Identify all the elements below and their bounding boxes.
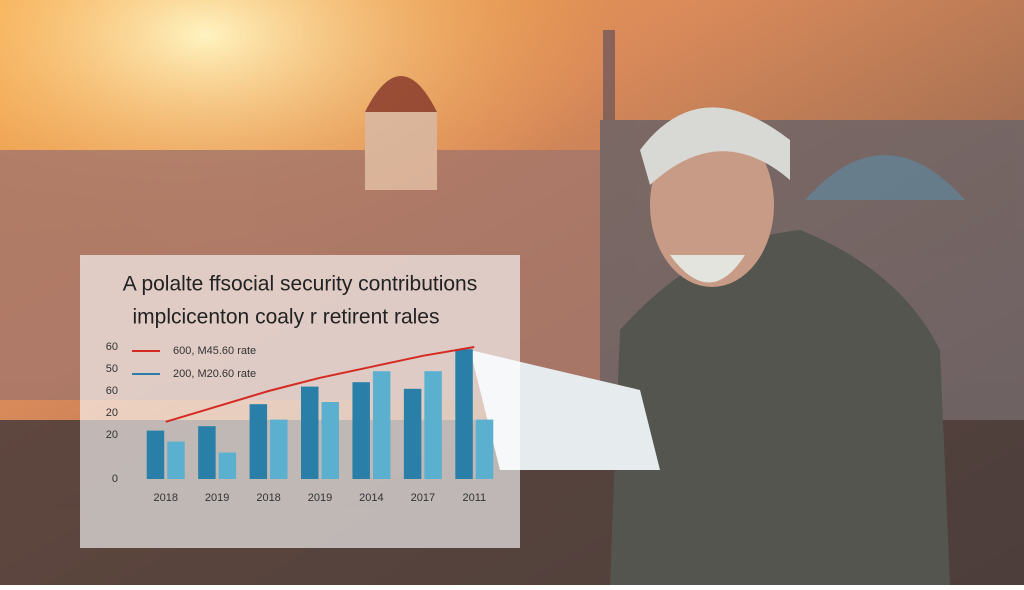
- x-tick-label: 2019: [308, 492, 332, 504]
- x-tick-label: 2014: [359, 492, 383, 504]
- legend-label: 600, M45.60 rate: [173, 345, 256, 357]
- bar: [424, 371, 442, 479]
- bar: [321, 402, 339, 479]
- chart-title: A polalte ffsocial security contribution…: [123, 273, 477, 296]
- bar: [167, 441, 185, 479]
- bar: [403, 388, 422, 479]
- bar: [301, 386, 319, 479]
- y-tick-label: 20: [106, 407, 118, 419]
- bar: [270, 419, 288, 479]
- x-tick-label: 2018: [153, 492, 177, 504]
- y-tick-label: 60: [106, 341, 118, 353]
- y-tick-label: 50: [106, 363, 118, 375]
- bar: [455, 349, 473, 479]
- bar: [146, 430, 165, 479]
- y-tick-label: 20: [106, 429, 118, 441]
- y-tick-label: 60: [106, 385, 118, 397]
- bar: [352, 382, 370, 479]
- chart-title: implcicenton coaly r retirent rales: [133, 306, 440, 329]
- x-tick-label: 2018: [256, 492, 280, 504]
- bar: [198, 426, 216, 479]
- legend-label: 200, M20.60 rate: [173, 368, 256, 380]
- bar: [372, 371, 391, 479]
- chart-panel: [80, 255, 520, 548]
- bar: [218, 452, 237, 479]
- y-tick-label: 0: [112, 473, 118, 485]
- bar: [475, 419, 494, 479]
- line: [165, 346, 475, 423]
- x-tick-label: 2019: [205, 492, 229, 504]
- x-tick-label: 2017: [411, 492, 435, 504]
- bar: [249, 404, 268, 479]
- x-tick-label: 2011: [462, 492, 486, 504]
